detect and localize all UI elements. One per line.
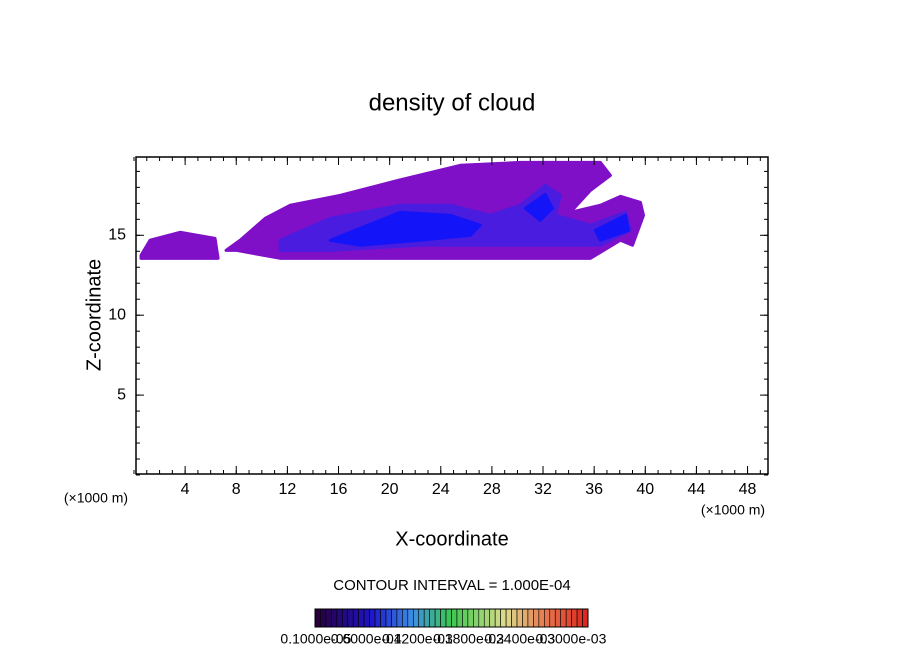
colorbar-cell: [505, 608, 512, 628]
colorbar-cell: [576, 608, 583, 628]
colorbar-cell: [396, 608, 403, 628]
colorbar-cell: [511, 608, 518, 628]
contour-region: [328, 210, 482, 247]
y-axis-label: Z-coordinate: [83, 259, 105, 371]
colorbar-cell: [516, 608, 523, 628]
colorbar-cell: [363, 608, 370, 628]
x-tick-label: 12: [278, 481, 296, 498]
colorbar-cell: [473, 608, 480, 628]
chart-title: density of cloud: [369, 89, 536, 116]
colorbar-cell: [418, 608, 425, 628]
colorbar-cell: [554, 608, 561, 628]
colorbar-cell: [412, 608, 420, 628]
colorbar-cell: [451, 608, 458, 628]
colorbar-cell: [462, 608, 469, 628]
colorbar-cell: [527, 608, 534, 628]
colorbar-cell: [369, 608, 376, 628]
colorbar-cell: [331, 608, 338, 628]
colorbar-label: 0.1800e-03: [433, 631, 504, 647]
x-tick-label: 28: [483, 481, 501, 498]
x-axis-label: X-coordinate: [395, 528, 508, 550]
colorbar-cell: [385, 608, 392, 628]
colorbar-cell: [341, 608, 349, 628]
colorbar-cell: [571, 608, 578, 628]
colorbar-cell: [325, 608, 332, 628]
x-tick-label: 32: [534, 481, 552, 498]
colorbar-cell: [467, 608, 474, 628]
colorbar-cell: [440, 608, 447, 628]
colorbar-cell: [407, 608, 414, 628]
x-tick-label: 4: [181, 481, 190, 498]
colorbar-cell: [478, 608, 485, 628]
colorbar-cell: [560, 608, 567, 628]
colorbar-cell: [565, 608, 572, 628]
colorbar-cell: [538, 608, 545, 628]
x-tick-label: 8: [232, 481, 241, 498]
colorbar-cell: [402, 608, 409, 628]
colorbar-cell: [533, 608, 540, 628]
x-tick-label: 20: [381, 481, 399, 498]
colorbar-frame: [314, 608, 589, 628]
x-tick-label: 48: [739, 481, 757, 498]
colorbar-cell: [336, 608, 343, 628]
contour-interval: CONTOUR INTERVAL = 1.000E-04: [333, 577, 570, 594]
x-tick-label: 24: [432, 481, 450, 498]
colorbar-label: 0.2400e-03: [484, 631, 555, 647]
x-tick-label: 44: [688, 481, 706, 498]
colorbar-cell: [483, 608, 491, 628]
colorbar-label: 0.6000e-04: [331, 631, 402, 647]
contour-region: [523, 192, 554, 222]
colorbar-cell: [549, 608, 556, 628]
x-unit-label: (×1000 m): [701, 502, 765, 518]
colorbar-cell: [434, 608, 441, 628]
y-tick-label: 5: [117, 386, 126, 403]
colorbar-cell: [445, 608, 452, 628]
colorbar-cell: [391, 608, 398, 628]
colorbar-cell: [429, 608, 436, 628]
y-tick-label: 15: [108, 227, 126, 244]
contour-region: [593, 213, 630, 242]
colorbar-cell: [320, 608, 327, 628]
colorbar-cell: [423, 608, 430, 628]
y-tick-label: 10: [108, 306, 126, 323]
colorbar-label: 0.1000e-05: [280, 631, 351, 647]
contour-region: [139, 230, 220, 260]
colorbar-cell: [358, 608, 365, 628]
colorbar-cell: [489, 608, 496, 628]
colorbar-cell: [500, 608, 507, 628]
colorbar-cell: [522, 608, 529, 628]
colorbar-cell: [544, 608, 551, 628]
colorbar-cell: [456, 608, 463, 628]
x-tick-label: 40: [636, 481, 654, 498]
colorbar-cell: [380, 608, 387, 628]
colorbar-label: 0.3000e-03: [536, 631, 607, 647]
colorbar-label: 0.1200e-03: [382, 631, 453, 647]
x-tick-label: 36: [585, 481, 603, 498]
colorbar-cell: [582, 608, 589, 628]
colorbar-cell: [494, 608, 501, 628]
colorbar-cell: [314, 608, 321, 628]
colorbar-cell: [347, 608, 354, 628]
x-tick-label: 16: [330, 481, 348, 498]
colorbar-cell: [374, 608, 381, 628]
colorbar-cell: [352, 608, 359, 628]
x-unit-label: (×1000 m): [64, 490, 128, 506]
